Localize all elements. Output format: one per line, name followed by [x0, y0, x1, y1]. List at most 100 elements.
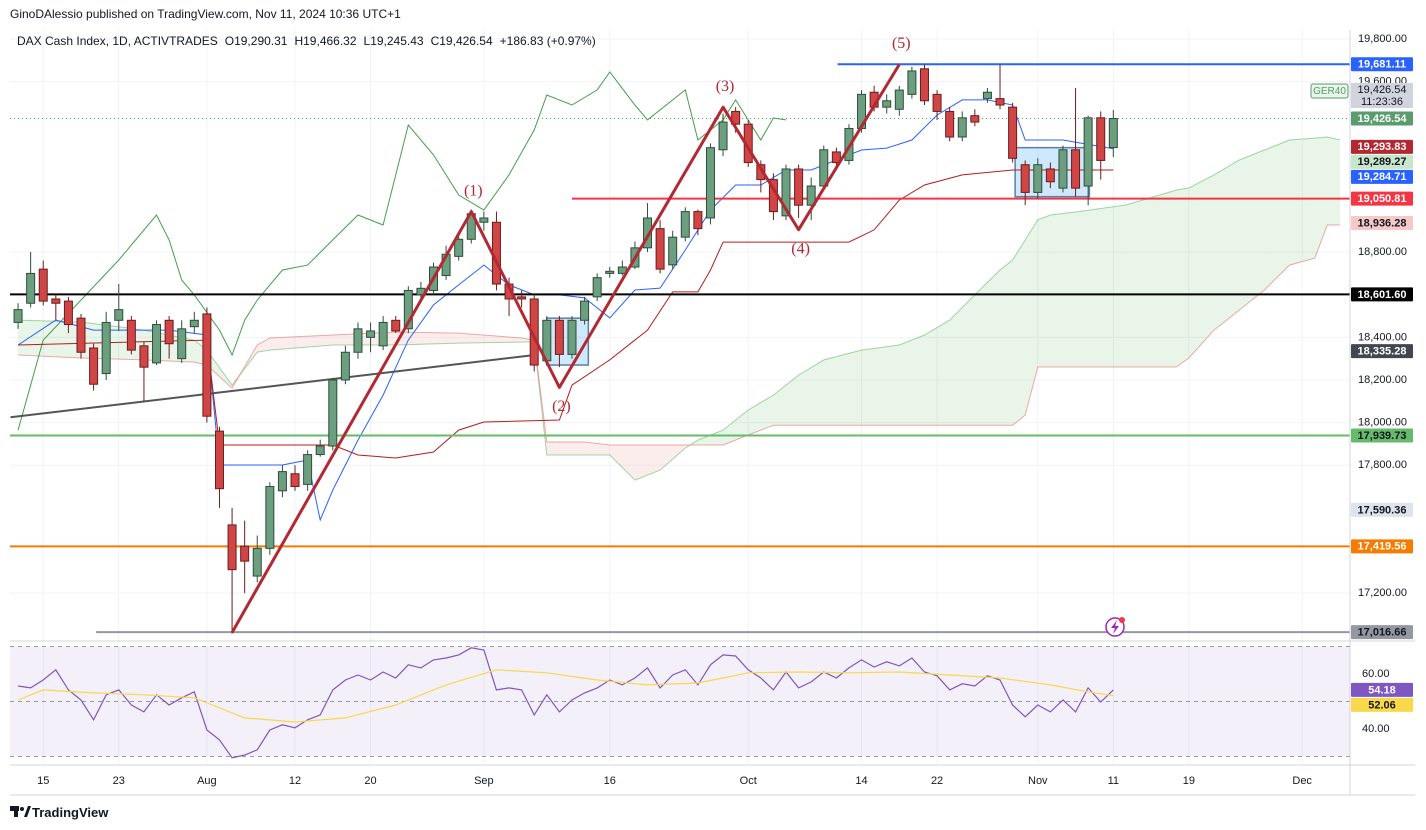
cloud-segment [974, 270, 1000, 426]
cloud-segment [1314, 137, 1328, 259]
candle-body [693, 211, 703, 230]
price-badge [1351, 57, 1413, 72]
price-badge-label: 17,939.73 [1358, 430, 1407, 442]
symbol-tag [1310, 83, 1349, 99]
price-badge [1351, 428, 1413, 443]
candle-body [152, 324, 162, 364]
cloud-segment [1037, 215, 1051, 367]
price-badge [1351, 625, 1413, 640]
candle-body [63, 300, 73, 326]
open: O19,290.31 [224, 34, 288, 48]
candle-body [277, 471, 287, 492]
wave-label: (3) [716, 78, 735, 95]
cloud-segment [1012, 239, 1026, 426]
candle-body [567, 319, 577, 355]
candle-body [315, 445, 325, 456]
cloud-segment [257, 338, 270, 353]
symbol: DAX Cash Index, 1D, ACTIVTRADES [17, 34, 218, 48]
price-badge [1351, 111, 1413, 126]
price-badge-label: 54.18 [1368, 684, 1396, 696]
rsi-panel [10, 646, 1350, 759]
candle-body [366, 330, 376, 338]
candle-body [554, 319, 564, 355]
cloud-segment [1125, 190, 1177, 367]
publisher: GinoDAlessio published on TradingView.co… [10, 7, 401, 21]
candle-body [26, 272, 36, 304]
candle-body [1083, 117, 1093, 187]
price-badge [1351, 502, 1413, 517]
price-badge-label: 18,936.28 [1358, 217, 1407, 229]
cloud-segment [924, 320, 950, 426]
alert-icon[interactable] [1105, 617, 1125, 637]
y-tick-label: 18,400.00 [1358, 331, 1407, 343]
candle-body [794, 168, 804, 206]
candle-body [643, 217, 653, 249]
axes: 19,800.0019,600.0018,800.0018,400.0018,2… [37, 33, 1413, 787]
candle-body [1045, 168, 1055, 183]
candle-body [252, 547, 262, 577]
candle-body [353, 328, 363, 353]
candle-body [76, 317, 86, 353]
cloud-segment [1050, 212, 1076, 367]
cloud-segment [609, 445, 635, 481]
cloud-segment [949, 294, 975, 426]
countdown-badge [1351, 83, 1413, 108]
countdown: 11:23:36 [1361, 96, 1403, 108]
candle-body [945, 110, 955, 138]
price-badge-label: 19,681.11 [1358, 59, 1406, 71]
price-panel: (1) (2) (3) (4) (5) [10, 35, 1350, 634]
price-badge-label: 17,590.36 [1358, 504, 1407, 516]
wave-label: (1) [464, 182, 483, 199]
high: H19,466.32 [294, 34, 357, 48]
candle-body [705, 147, 715, 219]
candle-body [378, 321, 388, 347]
candle-body [340, 351, 350, 381]
cloud-span-b [18, 224, 1340, 446]
price-badge-label: 18,601.60 [1358, 289, 1407, 301]
candle-body [668, 236, 678, 266]
candle-body [655, 228, 665, 270]
candle-body [328, 379, 338, 447]
cloud-segment [660, 445, 686, 471]
y-tick-label: 17,200.00 [1358, 587, 1407, 599]
indicator-line [18, 169, 1114, 459]
low: L19,245.43 [363, 34, 424, 48]
price-badge [1351, 682, 1413, 697]
candle-body [605, 270, 615, 274]
y-tick-label: 18,200.00 [1358, 374, 1407, 386]
y-tick-label: 18,800.00 [1358, 246, 1407, 258]
cloud-segment [1327, 137, 1340, 225]
candle-body [227, 524, 237, 571]
cloud-segment [1289, 138, 1315, 266]
cloud-segment [1264, 140, 1290, 290]
candle-body [970, 115, 980, 123]
candle-body [391, 319, 401, 332]
price-badge-label: 18,335.28 [1358, 346, 1407, 358]
candle-body [932, 93, 942, 112]
x-tick-label: 14 [855, 775, 867, 787]
cloud-segment [1239, 150, 1265, 311]
tradingview-logo [10, 806, 31, 817]
x-tick-label: 23 [113, 775, 125, 787]
candle-body [1108, 118, 1118, 149]
candle-body [1096, 117, 1106, 161]
symbol-header: DAX Cash Index, 1D, ACTIVTRADES O19,290.… [17, 34, 596, 48]
price-badge-label: 52.06 [1368, 699, 1396, 711]
price-badge-label: 19,050.81 [1358, 193, 1407, 205]
trendline [10, 354, 531, 419]
candle-body [1033, 164, 1043, 193]
x-tick-label: Aug [197, 775, 217, 787]
cloud-segment [1000, 260, 1013, 426]
price-badge [1351, 154, 1413, 169]
y-tick-label: 60.00 [1362, 668, 1390, 680]
y-tick-label: 18,000.00 [1358, 417, 1407, 429]
candle-body [13, 309, 23, 323]
candle-body [894, 89, 904, 110]
cloud-segment [899, 335, 925, 426]
candle-body [1008, 106, 1018, 159]
candle-body [114, 309, 124, 321]
y-tick-label: 40.00 [1362, 723, 1390, 735]
cloud-segment [1188, 174, 1214, 358]
y-tick-label: 19,800.00 [1358, 33, 1407, 45]
